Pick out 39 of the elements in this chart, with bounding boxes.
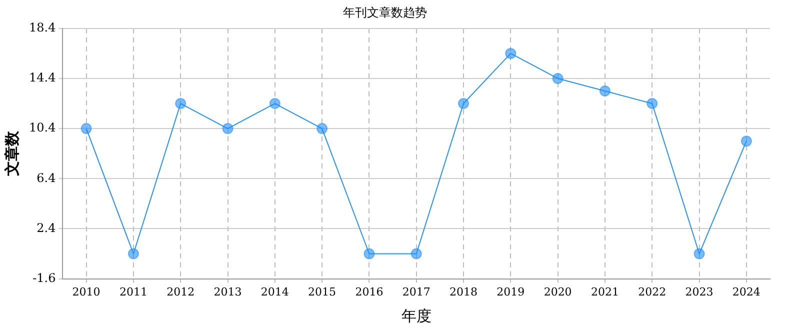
x-tick-label: 2016 bbox=[355, 285, 384, 298]
point bbox=[599, 86, 610, 96]
y-tick-label: 14.4 bbox=[29, 70, 56, 85]
point bbox=[410, 248, 422, 260]
point bbox=[694, 248, 705, 260]
point bbox=[128, 248, 139, 260]
point bbox=[740, 136, 752, 147]
y-tick-label: 18.4 bbox=[29, 20, 56, 35]
x-tick-label: 2012 bbox=[166, 285, 195, 298]
x-tick-label: 2015 bbox=[308, 285, 336, 298]
point bbox=[269, 98, 280, 110]
x-tick-label: 2011 bbox=[119, 285, 148, 298]
x-tick-label: 2020 bbox=[544, 285, 572, 298]
y-tick-label: 6.4 bbox=[36, 170, 56, 185]
y-tick-label: 10.4 bbox=[29, 120, 56, 135]
x-tick-label: 2023 bbox=[685, 285, 714, 298]
point bbox=[505, 48, 516, 59]
x-tick-label: 2019 bbox=[496, 285, 525, 298]
point bbox=[316, 123, 328, 134]
y-tick-label: -1.6 bbox=[32, 270, 56, 285]
point bbox=[646, 98, 658, 110]
x-tick-label: 2014 bbox=[260, 285, 289, 298]
x-tick-label: 2017 bbox=[402, 285, 430, 298]
point bbox=[458, 98, 470, 110]
point bbox=[364, 248, 375, 260]
point bbox=[80, 123, 92, 134]
point bbox=[552, 72, 564, 84]
x-tick-label: 2013 bbox=[214, 285, 242, 298]
y-tick-label: 2.4 bbox=[36, 220, 56, 235]
chart-title: 年刊文章数趋势 bbox=[343, 5, 427, 20]
x-tick-label: 2021 bbox=[590, 285, 619, 298]
x-tick-label: 2024 bbox=[732, 285, 760, 298]
x-axis-title: 年度 bbox=[401, 306, 432, 325]
x-tick-label: 2018 bbox=[450, 285, 478, 298]
point bbox=[222, 123, 234, 134]
x-tick-label: 2010 bbox=[72, 285, 100, 298]
x-tick-label: 2022 bbox=[638, 285, 666, 298]
point bbox=[175, 98, 186, 110]
y-axis-title: 文章数 bbox=[2, 130, 21, 178]
